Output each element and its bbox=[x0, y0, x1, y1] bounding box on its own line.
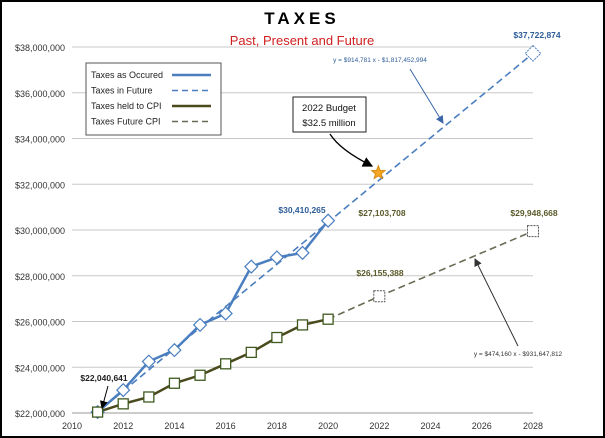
legend-label: Taxes held to CPI bbox=[91, 101, 162, 111]
green-data-point bbox=[220, 358, 232, 370]
green-2022-label: $27,103,708 bbox=[358, 208, 406, 218]
blue-data-point bbox=[218, 306, 233, 321]
blue-data-point bbox=[269, 250, 285, 265]
y-tick-label: $24,000,000 bbox=[15, 363, 65, 373]
blue-equation-arrow bbox=[409, 68, 444, 124]
x-tick-label: 2026 bbox=[472, 421, 492, 431]
legend-label: Taxes in Future bbox=[91, 86, 153, 96]
legend: Taxes as Occured Taxes in Future Taxes hel… bbox=[85, 62, 222, 136]
series-line-0 bbox=[96, 219, 330, 414]
blue-data-point bbox=[192, 317, 208, 333]
green-data-point bbox=[91, 406, 104, 418]
y-tick-label: $26,000,000 bbox=[15, 318, 65, 328]
green-data-point bbox=[296, 319, 309, 331]
x-tick-label: 2024 bbox=[421, 421, 441, 431]
blue-data-point bbox=[320, 213, 336, 228]
budget-callout-line2: $32.5 million bbox=[302, 118, 355, 129]
blue-equation: y = $914,781 x - $1,817,452,994 bbox=[333, 57, 427, 64]
y-tick-label: $36,000,000 bbox=[15, 89, 65, 99]
y-tick-label: $32,000,000 bbox=[15, 180, 65, 190]
green-data-point bbox=[168, 377, 181, 389]
blue-data-point bbox=[295, 245, 310, 261]
green-data-point bbox=[245, 346, 257, 359]
chart-title: TAXES bbox=[264, 9, 339, 28]
blue-2020-label: $30,410,265 bbox=[278, 205, 326, 215]
start-value-label: $22,040,641 bbox=[80, 373, 128, 383]
x-tick-label: 2022 bbox=[369, 421, 389, 431]
x-tick-label: 2020 bbox=[318, 421, 338, 431]
legend-label: Taxes as Occured bbox=[91, 70, 163, 80]
cpi-future-point bbox=[373, 290, 386, 303]
chart-subtitle: Past, Present and Future bbox=[230, 33, 375, 48]
budget-star-icon bbox=[370, 164, 387, 180]
y-tick-label: $22,000,000 bbox=[15, 409, 65, 419]
green-data-point bbox=[143, 391, 155, 403]
cpi-future-point bbox=[527, 225, 539, 238]
y-tick-label: $30,000,000 bbox=[15, 226, 65, 236]
x-tick-label: 2014 bbox=[164, 421, 184, 431]
blue-data-point bbox=[244, 259, 259, 274]
blue-data-point bbox=[116, 382, 131, 398]
green-2028-label: $29,948,668 bbox=[510, 208, 558, 218]
green-2020-label: $26,155,388 bbox=[356, 268, 404, 278]
y-tick-label: $38,000,000 bbox=[15, 43, 65, 53]
budget-callout-box bbox=[292, 96, 367, 133]
y-tick-label: $28,000,000 bbox=[15, 272, 65, 282]
green-data-point bbox=[117, 398, 129, 410]
green-data-point bbox=[271, 331, 283, 344]
x-tick-label: 2010 bbox=[62, 421, 82, 431]
budget-callout-line1: 2022 Budget bbox=[302, 103, 356, 114]
green-data-point bbox=[194, 369, 206, 381]
x-tick-label: 2018 bbox=[267, 421, 287, 431]
budget-arrow bbox=[329, 133, 374, 167]
green-equation-arrow bbox=[474, 258, 519, 347]
blue-data-point bbox=[167, 342, 182, 358]
x-tick-label: 2016 bbox=[216, 421, 236, 431]
x-tick-label: 2028 bbox=[523, 421, 543, 431]
x-tick-label: 2012 bbox=[113, 421, 133, 431]
green-equation: y = $474,160 x - $931,647,812 bbox=[474, 351, 563, 358]
legend-label: Taxes Future CPI bbox=[91, 117, 161, 127]
blue-2028-label: $37,722,874 bbox=[513, 30, 561, 40]
y-tick-label: $34,000,000 bbox=[15, 135, 65, 145]
green-data-point bbox=[322, 313, 334, 325]
series-line-2 bbox=[97, 317, 329, 414]
start-arrow bbox=[99, 385, 109, 409]
blue-data-point bbox=[141, 354, 157, 369]
